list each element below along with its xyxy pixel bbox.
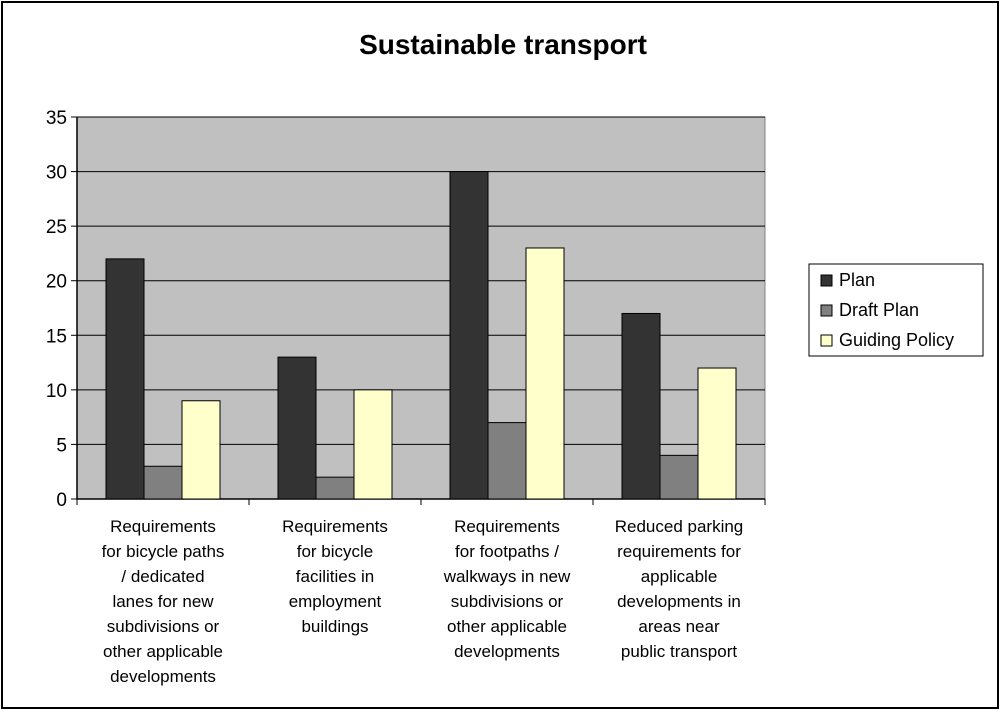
y-tick-label: 5 <box>56 435 67 456</box>
chart-title: Sustainable transport <box>359 29 647 60</box>
y-tick-label: 20 <box>46 272 67 293</box>
x-category-label-line: subdivisions or <box>451 592 564 611</box>
plot-background <box>76 116 766 500</box>
x-category-label-line: Requirements <box>454 517 560 536</box>
bar-draft-plan <box>659 454 699 500</box>
x-category-label-line: buildings <box>301 617 368 636</box>
x-category-label: Requirements for bicycle paths / dedicated… <box>102 517 225 686</box>
x-category-label-line: walkways in new <box>443 567 571 586</box>
x-category-label-line: for footpaths / <box>455 542 559 561</box>
x-category-label-line: employment <box>289 592 382 611</box>
x-category-label-line: developments <box>454 642 560 661</box>
x-category-label-line: Requirements <box>110 517 216 536</box>
x-category-label-line: applicable <box>641 567 718 586</box>
legend-swatch <box>820 304 833 317</box>
chart-canvas: Sustainable transport 0 5 10 15 20 25 30 35 Requ… <box>46 29 984 686</box>
x-category-label: Requirements for footpaths / walkways in n… <box>443 517 571 661</box>
bar-guiding-policy <box>353 389 393 500</box>
x-category-label-line: subdivisions or <box>107 617 220 636</box>
legend-label: Draft Plan <box>839 300 919 320</box>
bar-guiding-policy <box>697 367 737 500</box>
legend-swatch <box>820 334 833 347</box>
x-category-label-line: areas near <box>638 617 720 636</box>
bar-draft-plan <box>487 422 527 500</box>
x-category-label-line: developments <box>110 667 216 686</box>
legend: Plan Draft Plan Guiding Policy <box>808 263 984 357</box>
legend-box <box>808 263 984 357</box>
bar-guiding-policy <box>181 400 221 500</box>
x-category-label-line: for bicycle paths <box>102 542 225 561</box>
bar-draft-plan <box>315 476 355 500</box>
y-tick-label: 10 <box>46 381 67 402</box>
plot-area: 0 5 10 15 20 25 30 35 Requirements for bicycle pa… <box>46 108 766 686</box>
y-tick-label: 30 <box>46 163 67 184</box>
y-tick-label: 25 <box>46 217 67 238</box>
bar-guiding-policy <box>525 247 565 500</box>
bar-draft-plan <box>143 465 183 500</box>
y-tick-label: 15 <box>46 326 67 347</box>
bar-plan <box>105 258 145 500</box>
x-category-label-line: Requirements <box>282 517 388 536</box>
legend-label: Plan <box>839 270 875 290</box>
x-category-label-line: lanes for new <box>112 592 214 611</box>
x-category-label-line: for bicycle <box>297 542 374 561</box>
x-category-label-line: developments in <box>617 592 741 611</box>
x-category-label-line: public transport <box>621 642 738 661</box>
x-category-label-line: other applicable <box>447 617 567 636</box>
x-category-label-line: Reduced parking <box>615 517 744 536</box>
legend-label: Guiding Policy <box>839 330 954 350</box>
bar-plan <box>449 171 489 500</box>
x-category-label-line: / dedicated <box>121 567 204 586</box>
y-tick-label: 35 <box>46 108 67 129</box>
x-category-label-line: requirements for <box>617 542 741 561</box>
x-category-label: Requirements for bicycle facilities in empl… <box>282 517 388 636</box>
x-category-label: Reduced parking requirements for applicabl… <box>615 517 744 661</box>
bar-plan <box>277 356 317 500</box>
bar-plan <box>621 312 661 500</box>
legend-swatch <box>820 274 833 287</box>
y-tick-label: 0 <box>56 490 67 511</box>
x-category-label-line: other applicable <box>103 642 223 661</box>
x-category-label-line: facilities in <box>296 567 374 586</box>
